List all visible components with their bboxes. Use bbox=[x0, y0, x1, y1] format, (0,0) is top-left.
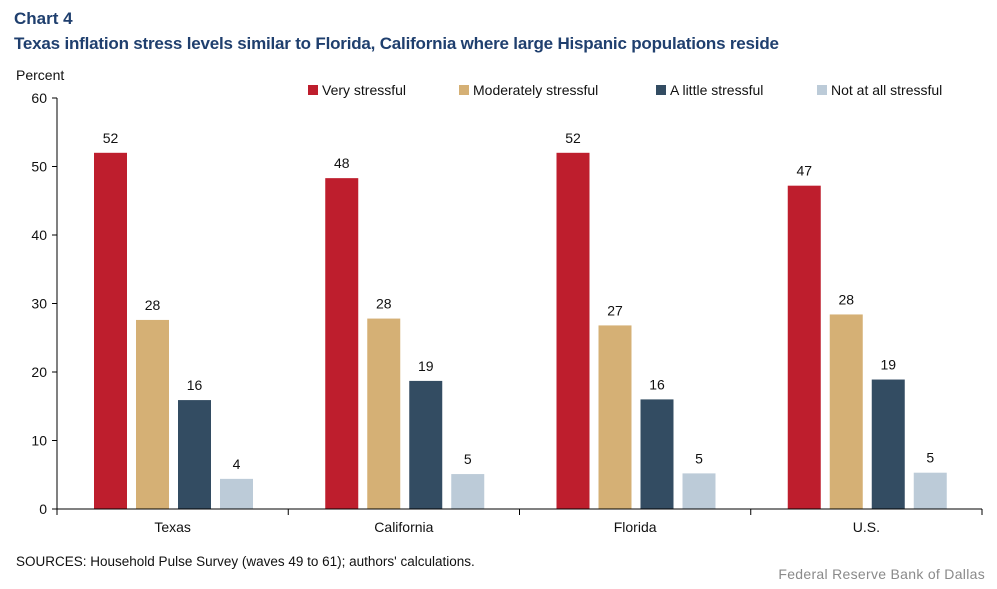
bar bbox=[829, 314, 863, 509]
legend-swatch bbox=[817, 85, 827, 95]
bar-value-label: 19 bbox=[418, 358, 434, 374]
bar bbox=[682, 473, 716, 509]
bar bbox=[871, 379, 905, 509]
chart-title: Texas inflation stress levels similar to… bbox=[14, 34, 779, 53]
bar-value-label: 47 bbox=[796, 163, 812, 179]
bar-value-label: 52 bbox=[565, 130, 581, 146]
bar-value-label: 28 bbox=[376, 296, 392, 312]
bar bbox=[598, 325, 632, 509]
bars: 52 28 16 4 48 28 19 5 52 27 16 5 47 28 19 5 bbox=[94, 130, 947, 510]
bar bbox=[367, 318, 401, 509]
x-axis: Texas California Florida U.S. bbox=[56, 508, 983, 535]
bar-value-label: 19 bbox=[880, 357, 896, 373]
bar-value-label: 4 bbox=[233, 456, 241, 472]
bar bbox=[409, 380, 443, 509]
x-category-label: Florida bbox=[614, 519, 657, 535]
y-tick-label: 30 bbox=[31, 296, 47, 312]
legend-swatch bbox=[656, 85, 666, 95]
bar-value-label: 5 bbox=[926, 450, 934, 466]
bar bbox=[136, 319, 169, 509]
bar-value-label: 16 bbox=[187, 377, 203, 393]
bar bbox=[913, 472, 947, 509]
y-axis-title: Percent bbox=[16, 67, 64, 83]
y-tick-label: 10 bbox=[31, 433, 47, 449]
bar-value-label: 16 bbox=[649, 376, 665, 392]
bar-value-label: 48 bbox=[334, 155, 350, 171]
bar bbox=[178, 400, 211, 509]
source-note: SOURCES: Household Pulse Survey (waves 4… bbox=[16, 554, 475, 569]
legend-label: Very stressful bbox=[322, 82, 406, 98]
bar-value-label: 27 bbox=[607, 302, 623, 318]
bar bbox=[556, 152, 590, 510]
legend-label: Not at all stressful bbox=[831, 82, 942, 98]
x-category-label: Texas bbox=[154, 519, 191, 535]
legend: Very stressful Moderately stressful A litt… bbox=[308, 82, 942, 98]
bar-value-label: 5 bbox=[695, 450, 703, 466]
legend-label: Moderately stressful bbox=[473, 82, 598, 98]
y-tick-label: 60 bbox=[31, 90, 47, 106]
x-category-label: California bbox=[374, 519, 433, 535]
bar bbox=[787, 185, 821, 509]
legend-swatch bbox=[308, 85, 318, 95]
legend-swatch bbox=[459, 85, 469, 95]
y-axis: 0 10 20 30 40 50 60 bbox=[31, 90, 58, 517]
y-tick-label: 0 bbox=[39, 501, 47, 517]
legend-label: A little stressful bbox=[670, 82, 763, 98]
bar bbox=[325, 178, 359, 509]
brand-label: Federal Reserve Bank of Dallas bbox=[778, 566, 985, 582]
bar bbox=[94, 152, 127, 510]
bar-value-label: 5 bbox=[464, 451, 472, 467]
x-category-label: U.S. bbox=[853, 519, 880, 535]
y-tick-label: 50 bbox=[31, 159, 47, 175]
bar bbox=[640, 399, 674, 509]
y-tick-label: 40 bbox=[31, 227, 47, 243]
bar-value-label: 28 bbox=[838, 291, 854, 307]
bar bbox=[451, 474, 485, 509]
bar bbox=[220, 478, 253, 509]
bar-value-label: 52 bbox=[103, 130, 119, 146]
bar-value-label: 28 bbox=[145, 297, 161, 313]
y-tick-label: 20 bbox=[31, 364, 47, 380]
chart-number-label: Chart 4 bbox=[14, 9, 73, 28]
